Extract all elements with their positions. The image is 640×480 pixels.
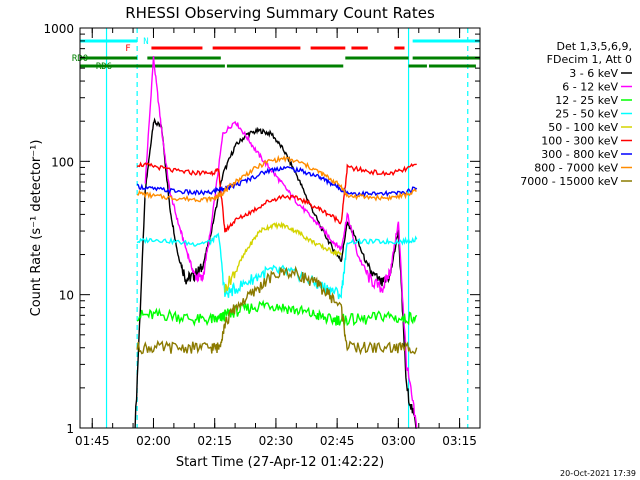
series-line xyxy=(144,55,418,429)
y-axis: 1 10 100 1000 xyxy=(43,22,480,436)
legend-entry-label: 12 - 25 keV xyxy=(555,94,618,107)
legend-entry-label: 300 - 800 keV xyxy=(541,148,618,161)
x-tick-label: 03:00 xyxy=(381,434,416,448)
x-axis-label: Start Time (27-Apr-12 01:42:22) xyxy=(176,455,384,470)
x-tick-label: 03:15 xyxy=(442,434,477,448)
series-line xyxy=(136,232,418,300)
y-tick-label: 10 xyxy=(59,289,74,303)
x-tick-label: 02:00 xyxy=(136,434,171,448)
series-line xyxy=(134,117,417,429)
legend-entry-label: 25 - 50 keV xyxy=(555,108,618,121)
legend-header-line-2: FDecim 1, Att 0 xyxy=(547,53,632,66)
flag-label: RD6 xyxy=(96,62,112,72)
series-line xyxy=(224,221,342,293)
x-tick-label: 01:45 xyxy=(75,434,110,448)
x-tick-label: 02:15 xyxy=(197,434,232,448)
legend-header-line-1: Det 1,3,5,6,9, xyxy=(556,40,632,53)
flag-label: N xyxy=(143,37,148,47)
series-line xyxy=(136,161,417,233)
render-timestamp: 20-Oct-2021 17:39 xyxy=(560,469,636,478)
legend-entry-label: 100 - 300 keV xyxy=(541,135,618,148)
legend-entry-label: 3 - 6 keV xyxy=(569,67,618,80)
x-axis: 01:45 02:00 02:15 02:30 02:45 03:00 03:15 xyxy=(75,28,477,448)
y-tick-label: 100 xyxy=(51,155,74,169)
y-tick-label: 1 xyxy=(66,422,74,436)
x-tick-label: 02:30 xyxy=(259,434,294,448)
series-line xyxy=(136,165,418,198)
series-line xyxy=(136,265,418,356)
y-axis-label: Count Rate (s⁻¹ detector⁻¹) xyxy=(29,140,44,317)
series-layer xyxy=(134,55,418,429)
x-tick-label: 02:45 xyxy=(320,434,355,448)
legend-entry-label: 800 - 7000 keV xyxy=(534,162,618,175)
legend-entry-label: 50 - 100 keV xyxy=(548,121,618,134)
vertical-markers xyxy=(105,28,469,428)
series-line xyxy=(136,154,417,204)
legend: Det 1,3,5,6,9, FDecim 1, Att 0 3 - 6 keV… xyxy=(520,40,632,188)
legend-entry-label: 6 - 12 keV xyxy=(562,81,618,94)
y-tick-label: 1000 xyxy=(43,22,74,36)
chart-title: RHESSI Observing Summary Count Rates xyxy=(125,4,435,22)
plot-frame xyxy=(79,27,481,429)
series-line xyxy=(136,299,418,328)
legend-entry-label: 7000 - 15000 keV xyxy=(520,175,618,188)
flag-label: F xyxy=(125,44,130,54)
